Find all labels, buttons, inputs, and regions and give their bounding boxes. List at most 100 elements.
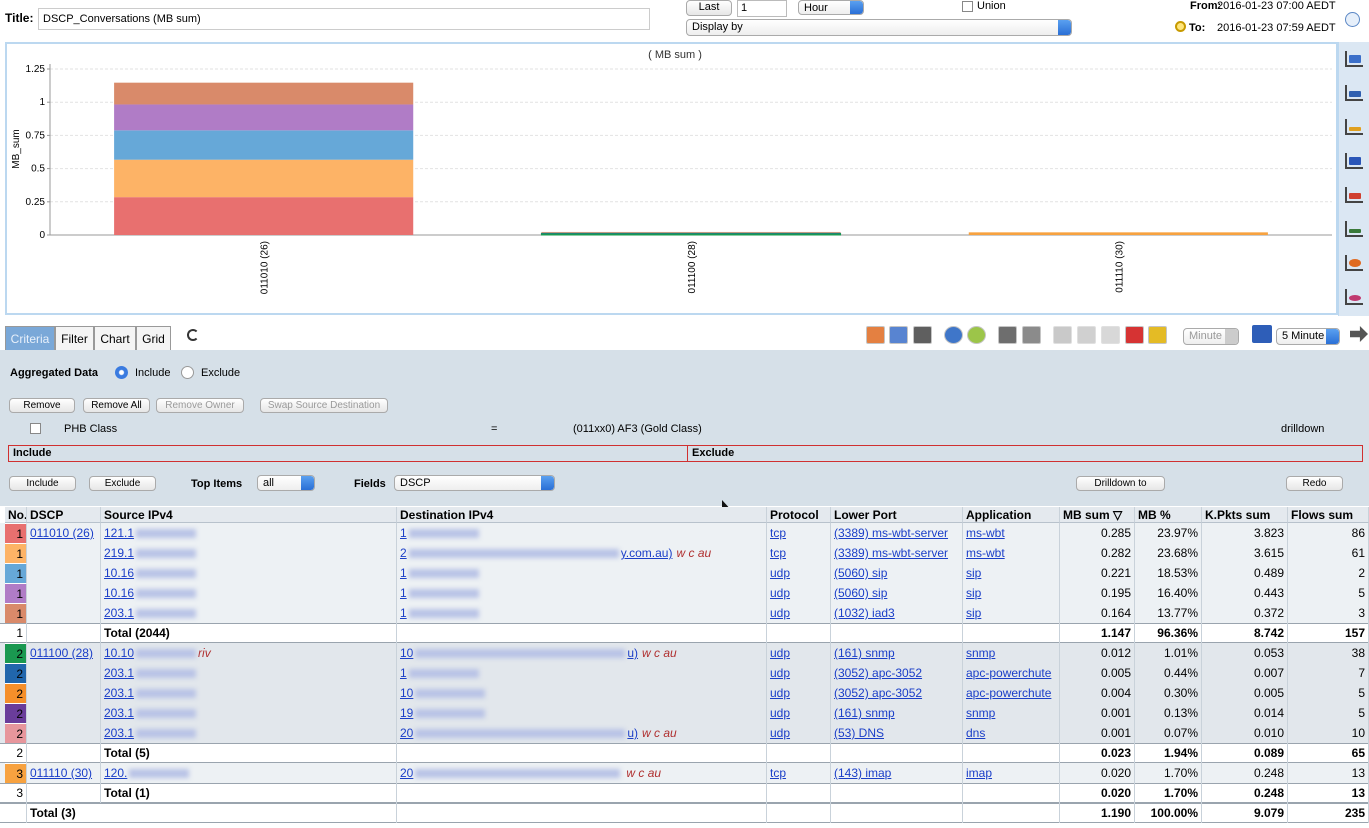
toolbar-icon[interactable]: [1252, 325, 1272, 343]
source-ip[interactable]: 121.1: [104, 526, 135, 540]
port-link[interactable]: (1032) iad3: [834, 606, 895, 620]
next-button[interactable]: [1350, 326, 1368, 342]
application-link[interactable]: apc-powerchute: [966, 666, 1052, 680]
application-link[interactable]: snmp: [966, 646, 996, 660]
application-link[interactable]: snmp: [966, 706, 996, 720]
fields-select[interactable]: DSCP: [394, 475, 555, 491]
union-checkbox[interactable]: [962, 1, 973, 12]
source-ip[interactable]: 203.1: [104, 666, 135, 680]
destination-ip[interactable]: 1: [400, 666, 407, 680]
application-link[interactable]: ms-wbt: [966, 526, 1005, 540]
port-link[interactable]: (143) imap: [834, 766, 892, 780]
destination-ip-tail[interactable]: u): [627, 646, 639, 660]
source-ip[interactable]: 219.1: [104, 546, 135, 560]
port-link[interactable]: (161) snmp: [834, 646, 895, 660]
dscp-link[interactable]: 011110 (30): [30, 766, 93, 780]
port-link[interactable]: (161) snmp: [834, 706, 895, 720]
toolbar-icon[interactable]: [913, 326, 932, 344]
toolbar-icon[interactable]: [944, 326, 963, 344]
protocol-link[interactable]: udp: [770, 706, 791, 720]
source-ip[interactable]: 10.10: [104, 646, 135, 660]
destination-ip-tail[interactable]: y.com.au): [620, 546, 673, 560]
protocol-link[interactable]: tcp: [770, 766, 787, 780]
port-link[interactable]: (53) DNS: [834, 726, 885, 740]
include-button[interactable]: Include: [9, 476, 76, 491]
collapse-button[interactable]: [1345, 12, 1360, 27]
destination-ip[interactable]: 10: [400, 686, 414, 700]
tab[interactable]: Chart: [94, 326, 136, 351]
exclude-radio[interactable]: [181, 366, 194, 379]
filter-action[interactable]: drilldown: [1281, 423, 1325, 435]
toolbar-icon[interactable]: [1077, 326, 1096, 344]
last-count-input[interactable]: 1: [737, 0, 787, 17]
destination-ip[interactable]: 2: [400, 546, 407, 560]
destination-ip[interactable]: 1: [400, 586, 407, 600]
application-link[interactable]: sip: [966, 586, 982, 600]
toolbar-icon[interactable]: [998, 326, 1017, 344]
display-by-select[interactable]: Display by: [686, 19, 1072, 36]
tab[interactable]: Criteria: [5, 326, 55, 351]
chart-type-icon[interactable]: [1345, 119, 1363, 135]
application-link[interactable]: imap: [966, 766, 993, 780]
application-link[interactable]: dns: [966, 726, 986, 740]
protocol-link[interactable]: udp: [770, 586, 791, 600]
toolbar-icon[interactable]: [889, 326, 908, 344]
application-link[interactable]: apc-powerchute: [966, 686, 1052, 700]
period-select[interactable]: Hour: [798, 0, 864, 15]
toolbar-icon[interactable]: [1125, 326, 1144, 344]
destination-ip[interactable]: 20: [400, 726, 414, 740]
last-button[interactable]: Last: [686, 0, 732, 16]
port-link[interactable]: (3389) ms-wbt-server: [834, 526, 949, 540]
application-link[interactable]: ms-wbt: [966, 546, 1005, 560]
interval-unit-select[interactable]: Minute: [1183, 328, 1239, 345]
chart-type-icon[interactable]: [1345, 289, 1363, 305]
criteria-button[interactable]: Remove Owner: [156, 398, 244, 413]
destination-ip[interactable]: 19: [400, 706, 414, 720]
interval-select[interactable]: 5 Minute: [1276, 328, 1340, 345]
chart-type-icon[interactable]: [1345, 85, 1363, 101]
toolbar-icon[interactable]: [1053, 326, 1072, 344]
port-link[interactable]: (3052) apc-3052: [834, 686, 923, 700]
port-link[interactable]: (3052) apc-3052: [834, 666, 923, 680]
protocol-link[interactable]: tcp: [770, 546, 787, 560]
include-radio[interactable]: [115, 366, 128, 379]
destination-ip-tail[interactable]: u): [627, 726, 639, 740]
redo-button[interactable]: Redo: [1286, 476, 1343, 491]
chart-type-icon[interactable]: [1345, 187, 1363, 203]
filter-checkbox[interactable]: [30, 423, 41, 434]
source-ip[interactable]: 120.: [104, 766, 128, 780]
destination-ip[interactable]: 1: [400, 526, 407, 540]
source-ip[interactable]: 10.16: [104, 566, 135, 580]
tab[interactable]: Grid: [136, 326, 171, 351]
criteria-button[interactable]: Remove All: [83, 398, 150, 413]
drilldown-button[interactable]: Drilldown to: [1076, 476, 1165, 491]
port-link[interactable]: (5060) sip: [834, 586, 888, 600]
source-ip[interactable]: 203.1: [104, 686, 135, 700]
protocol-link[interactable]: tcp: [770, 526, 787, 540]
exclude-button[interactable]: Exclude: [89, 476, 156, 491]
top-items-select[interactable]: all: [257, 475, 315, 491]
protocol-link[interactable]: udp: [770, 686, 791, 700]
destination-ip[interactable]: 1: [400, 606, 407, 620]
chart-type-icon[interactable]: [1345, 255, 1363, 271]
criteria-button[interactable]: Swap Source Destination: [260, 398, 388, 413]
criteria-button[interactable]: Remove: [9, 398, 75, 413]
protocol-link[interactable]: udp: [770, 666, 791, 680]
protocol-link[interactable]: udp: [770, 726, 791, 740]
port-link[interactable]: (3389) ms-wbt-server: [834, 546, 949, 560]
source-ip[interactable]: 203.1: [104, 706, 135, 720]
source-ip[interactable]: 203.1: [104, 726, 135, 740]
application-link[interactable]: sip: [966, 606, 982, 620]
toolbar-icon[interactable]: [967, 326, 986, 344]
toolbar-icon[interactable]: [1148, 326, 1167, 344]
chart-type-icon[interactable]: [1345, 153, 1363, 169]
protocol-link[interactable]: udp: [770, 646, 791, 660]
protocol-link[interactable]: udp: [770, 566, 791, 580]
dscp-link[interactable]: 011100 (28): [30, 646, 93, 660]
toolbar-icon[interactable]: [866, 326, 885, 344]
chart-type-icon[interactable]: [1345, 221, 1363, 237]
destination-ip[interactable]: 10: [400, 646, 414, 660]
protocol-link[interactable]: udp: [770, 606, 791, 620]
application-link[interactable]: sip: [966, 566, 982, 580]
port-link[interactable]: (5060) sip: [834, 566, 888, 580]
